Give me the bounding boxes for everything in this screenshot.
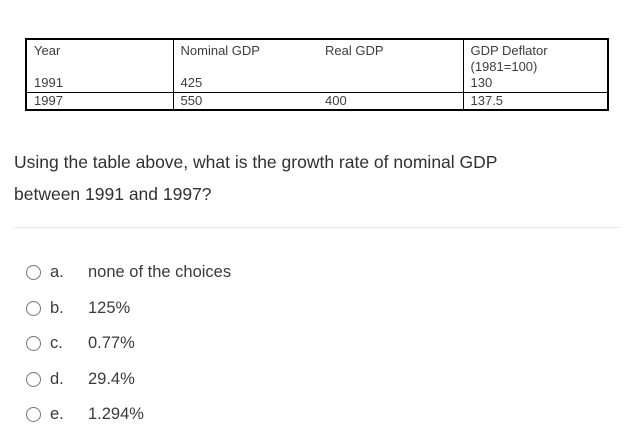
question-line-2: between 1991 and 1997? <box>14 184 212 204</box>
cell-deflator-1991: GDP Deflator (1981=100) 130 <box>462 38 609 93</box>
radio-button-icon[interactable] <box>26 265 41 281</box>
option-letter: b. <box>50 298 64 317</box>
table-row-header-and-1991: Year 1991 Nominal GDP 425 Real GDP GDP D… <box>25 38 609 93</box>
question-line-1: Using the table above, what is the growt… <box>14 152 498 172</box>
blank-line <box>181 59 317 75</box>
column-header-real-gdp: Real GDP <box>325 43 384 58</box>
answer-options: a. none of the choices b. 125% c. 0.77% … <box>26 255 586 433</box>
option-c[interactable]: c. 0.77% <box>26 326 586 362</box>
option-a[interactable]: a. none of the choices <box>26 255 586 291</box>
value-nominal-1991: 425 <box>180 75 203 90</box>
column-header-gdp-deflator-note: (1981=100) <box>470 59 538 74</box>
value-deflator-1997: 137.5 <box>462 92 609 111</box>
option-label: 125% <box>88 298 131 317</box>
blank-line <box>34 59 171 75</box>
option-b[interactable]: b. 125% <box>26 291 586 327</box>
option-letter: c. <box>50 334 63 353</box>
value-real-1997: 400 <box>318 92 464 111</box>
blank-line <box>325 59 461 75</box>
option-letter: d. <box>50 369 64 388</box>
radio-button-icon[interactable] <box>26 371 41 387</box>
radio-button-icon[interactable] <box>26 407 41 423</box>
column-header-year: Year <box>34 43 61 58</box>
value-nominal-1997: 550 <box>172 92 318 111</box>
value-real-1991 <box>325 75 461 91</box>
cell-real-1991: Real GDP <box>318 38 464 93</box>
value-year-1991: 1991 <box>34 75 63 90</box>
option-d[interactable]: d. 29.4% <box>26 362 586 398</box>
value-deflator-1991: 130 <box>470 75 493 90</box>
option-label: 1.294% <box>88 405 144 424</box>
option-label: 29.4% <box>88 369 135 388</box>
option-letter: a. <box>50 263 64 282</box>
section-divider <box>13 227 620 228</box>
option-e[interactable]: e. 1.294% <box>26 397 586 433</box>
question-text: Using the table above, what is the growt… <box>14 146 497 210</box>
column-header-gdp-deflator: GDP Deflator <box>470 43 548 58</box>
cell-year-1991: Year 1991 <box>25 38 174 93</box>
radio-button-icon[interactable] <box>26 336 41 352</box>
option-label: none of the choices <box>88 263 232 282</box>
column-header-nominal-gdp: Nominal GDP <box>180 43 260 58</box>
option-letter: e. <box>50 405 64 424</box>
value-year-1997: 1997 <box>25 92 174 111</box>
cell-nominal-1991: Nominal GDP 425 <box>172 38 318 93</box>
option-label: 0.77% <box>88 334 135 353</box>
table-row-1997: 1997 550 400 137.5 <box>25 92 609 111</box>
radio-button-icon[interactable] <box>26 300 41 316</box>
gdp-data-table: Year 1991 Nominal GDP 425 Real GDP GDP D… <box>25 38 609 111</box>
